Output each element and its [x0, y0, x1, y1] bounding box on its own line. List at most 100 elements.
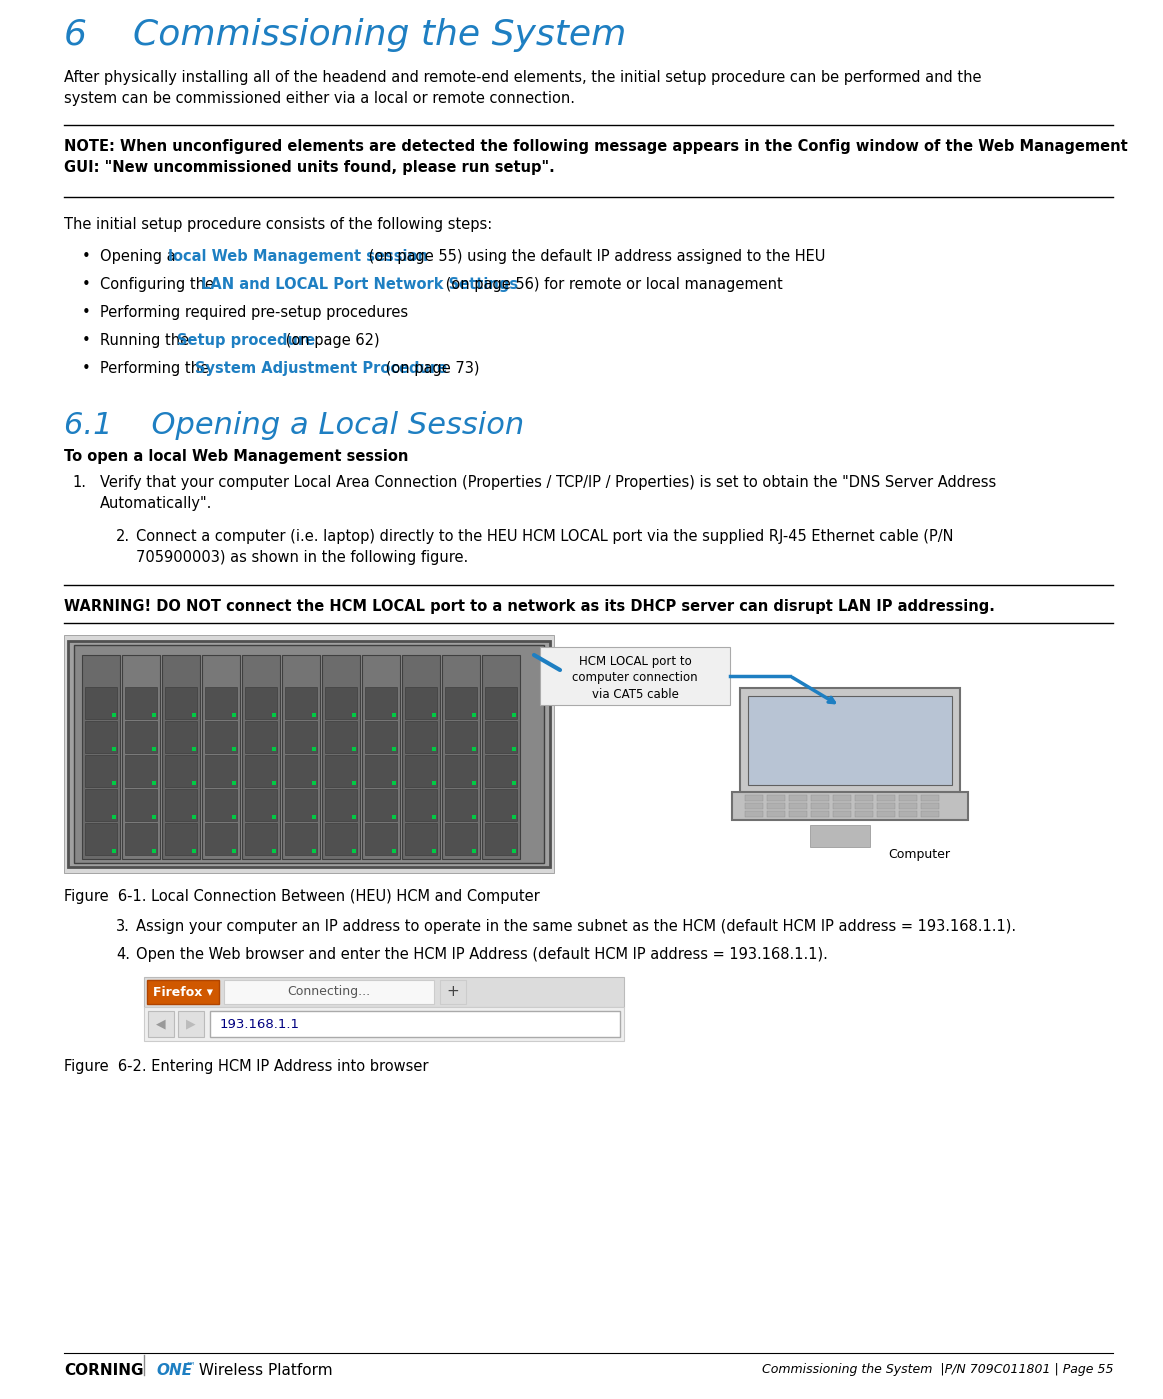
- Bar: [192, 781, 197, 785]
- Text: (on page 56) for remote or local management: (on page 56) for remote or local managem…: [441, 277, 783, 292]
- Bar: [322, 655, 361, 859]
- Bar: [352, 816, 356, 818]
- Text: Figure  6-1. Local Connection Between (HEU) HCM and Computer: Figure 6-1. Local Connection Between (HE…: [64, 888, 540, 904]
- Bar: [745, 811, 763, 817]
- Text: System Adjustment Procedure: System Adjustment Procedure: [195, 361, 447, 376]
- Bar: [85, 687, 117, 719]
- Bar: [231, 713, 236, 718]
- Bar: [211, 1011, 620, 1037]
- Bar: [124, 823, 157, 855]
- Bar: [124, 755, 157, 788]
- Bar: [231, 816, 236, 818]
- Bar: [402, 655, 440, 859]
- Bar: [745, 803, 763, 809]
- Text: local Web Management session: local Web Management session: [167, 249, 428, 264]
- Bar: [485, 687, 518, 719]
- Bar: [224, 981, 434, 1004]
- Bar: [485, 823, 518, 855]
- Bar: [405, 687, 437, 719]
- Text: •: •: [83, 277, 91, 292]
- Text: •: •: [83, 249, 91, 264]
- Bar: [124, 789, 157, 821]
- Bar: [205, 789, 237, 821]
- Bar: [442, 655, 480, 859]
- Text: 3.: 3.: [116, 919, 130, 935]
- Bar: [312, 816, 316, 818]
- Bar: [445, 755, 477, 788]
- Bar: [231, 781, 236, 785]
- Bar: [112, 781, 116, 785]
- Bar: [152, 781, 156, 785]
- Bar: [899, 795, 916, 802]
- Bar: [352, 713, 356, 718]
- Bar: [485, 720, 518, 753]
- Text: 4.: 4.: [116, 947, 130, 963]
- Bar: [147, 981, 219, 1004]
- Bar: [124, 720, 157, 753]
- Bar: [67, 641, 550, 867]
- Bar: [445, 789, 477, 821]
- Bar: [445, 687, 477, 719]
- Bar: [205, 823, 237, 855]
- Bar: [312, 747, 316, 751]
- Bar: [811, 803, 829, 809]
- Text: WARNING! DO NOT connect the HCM LOCAL port to a network as its DHCP server can d: WARNING! DO NOT connect the HCM LOCAL po…: [64, 599, 994, 614]
- Bar: [148, 1011, 174, 1037]
- Bar: [899, 803, 916, 809]
- Bar: [165, 823, 197, 855]
- Bar: [245, 687, 277, 719]
- Bar: [789, 803, 807, 809]
- Bar: [405, 720, 437, 753]
- Text: Assign your computer an IP address to operate in the same subnet as the HCM (def: Assign your computer an IP address to op…: [136, 919, 1016, 935]
- Text: Opening a: Opening a: [100, 249, 180, 264]
- Bar: [809, 825, 870, 846]
- Bar: [512, 781, 516, 785]
- Bar: [811, 811, 829, 817]
- Bar: [472, 781, 476, 785]
- Bar: [162, 655, 200, 859]
- Bar: [392, 849, 395, 853]
- Text: Connecting...: Connecting...: [287, 985, 371, 999]
- Text: Verify that your computer Local Area Connection (Properties / TCP/IP / Propertie: Verify that your computer Local Area Con…: [100, 476, 997, 511]
- Bar: [445, 720, 477, 753]
- Bar: [877, 795, 896, 802]
- Bar: [833, 803, 851, 809]
- Bar: [272, 747, 276, 751]
- Bar: [392, 747, 395, 751]
- Bar: [431, 747, 436, 751]
- Bar: [877, 803, 896, 809]
- Text: (on page 62): (on page 62): [281, 333, 379, 348]
- Bar: [85, 789, 117, 821]
- Bar: [178, 1011, 204, 1037]
- Bar: [431, 849, 436, 853]
- Bar: [472, 816, 476, 818]
- Bar: [281, 655, 320, 859]
- Text: Setup procedure: Setup procedure: [177, 333, 315, 348]
- Text: NOTE: When unconfigured elements are detected the following message appears in t: NOTE: When unconfigured elements are det…: [64, 139, 1128, 175]
- Text: 2.: 2.: [116, 529, 130, 544]
- Bar: [192, 747, 197, 751]
- Bar: [485, 789, 518, 821]
- Bar: [245, 789, 277, 821]
- Bar: [365, 789, 397, 821]
- Text: Running the: Running the: [100, 333, 194, 348]
- Bar: [740, 688, 959, 793]
- Text: HCM LOCAL port to
computer connection
via CAT5 cable: HCM LOCAL port to computer connection vi…: [572, 655, 698, 701]
- Bar: [855, 803, 873, 809]
- Bar: [512, 713, 516, 718]
- Bar: [833, 811, 851, 817]
- Text: (on page 73): (on page 73): [381, 361, 479, 376]
- Text: ▶: ▶: [186, 1017, 195, 1031]
- Bar: [324, 755, 357, 788]
- Bar: [362, 655, 400, 859]
- Bar: [272, 849, 276, 853]
- Bar: [112, 816, 116, 818]
- Bar: [285, 823, 317, 855]
- Bar: [440, 981, 466, 1004]
- Text: Open the Web browser and enter the HCM IP Address (default HCM IP address = 193.: Open the Web browser and enter the HCM I…: [136, 947, 828, 963]
- Bar: [85, 823, 117, 855]
- Text: Connect a computer (i.e. laptop) directly to the HEU HCM LOCAL port via the supp: Connect a computer (i.e. laptop) directl…: [136, 529, 954, 565]
- Text: Figure  6-2. Entering HCM IP Address into browser: Figure 6-2. Entering HCM IP Address into…: [64, 1059, 428, 1074]
- Bar: [272, 781, 276, 785]
- Text: •: •: [83, 361, 91, 376]
